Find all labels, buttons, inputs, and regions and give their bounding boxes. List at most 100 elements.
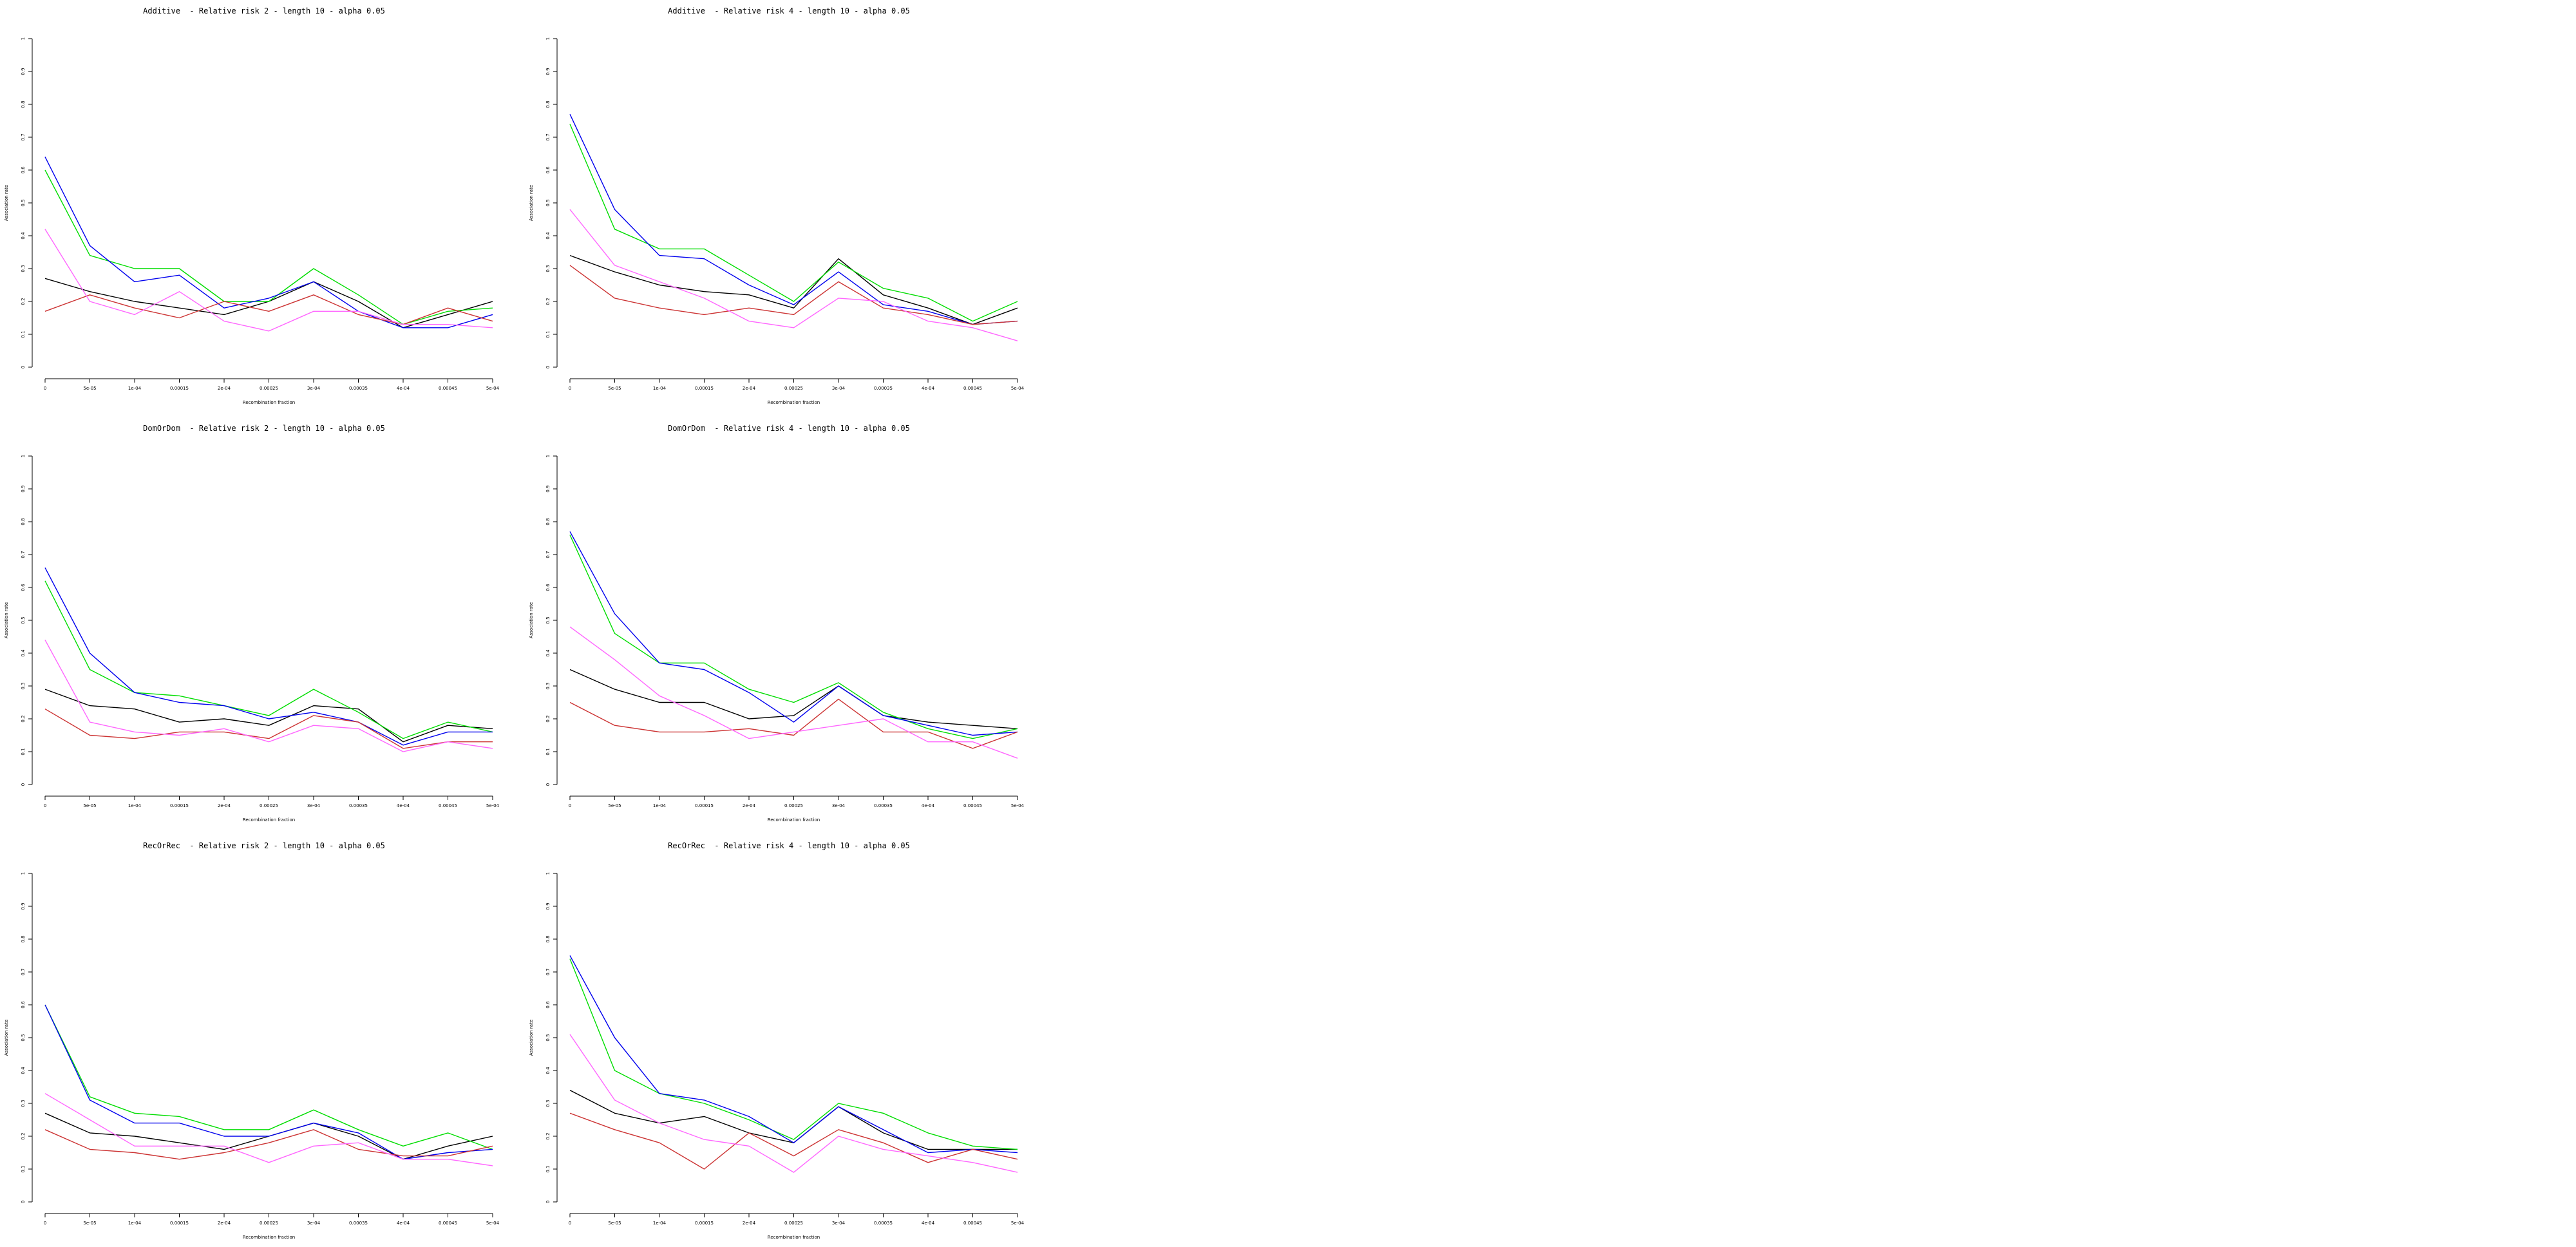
y-tick-label: 0.7: [21, 133, 26, 140]
x-tick-label: 0: [44, 803, 46, 808]
y-tick-label: 0.3: [21, 1099, 26, 1107]
y-axis-title: Association rate: [4, 1020, 9, 1056]
series-line-2: [569, 114, 1018, 325]
series-line-3: [569, 698, 1018, 749]
y-tick-label: 0.7: [21, 551, 26, 558]
y-tick-label: 0.7: [545, 133, 551, 140]
y-tick-label: 1: [21, 455, 26, 457]
x-tick-label: 5e-05: [608, 386, 621, 391]
series-line-3: [44, 294, 493, 325]
y-tick-label: 0.8: [21, 518, 26, 525]
series-line-1: [44, 580, 493, 739]
y-tick-label: 0.7: [545, 551, 551, 558]
y-tick-label: 0: [21, 783, 26, 786]
y-tick-label: 0: [21, 366, 26, 368]
chart-panel-domordom-rr4: DomOrDom - Relative risk 4 - length 10 -…: [525, 417, 1040, 830]
x-tick-label: 0.00035: [874, 803, 893, 808]
series-line-4: [44, 229, 493, 332]
x-tick-label: 4e-04: [922, 803, 935, 808]
y-tick-label: 0.4: [21, 649, 26, 657]
x-tick-label: 1e-04: [653, 803, 667, 808]
y-tick-label: 1: [545, 37, 551, 40]
chart-panel-recorrec-rr2: RecOrRec - Relative risk 2 - length 10 -…: [0, 835, 515, 1247]
y-tick-label: 0.6: [545, 1001, 551, 1009]
y-tick-label: 0.6: [545, 584, 551, 591]
x-tick-label: 5e-05: [83, 386, 96, 391]
x-tick-label: 0.00035: [349, 1221, 368, 1226]
y-tick-label: 0.6: [21, 166, 26, 174]
y-tick-label: 0.2: [21, 1132, 26, 1139]
x-tick-label: 0: [569, 803, 571, 808]
x-tick-label: 0.00045: [963, 803, 982, 808]
x-tick-label: 0: [569, 1221, 571, 1226]
chart-panel-domordom-rr2: DomOrDom - Relative risk 2 - length 10 -…: [0, 417, 515, 830]
chart-plot: 0 5e-05 1e-04 0.00015 2e-04 0.00025 3e-04 0.000…: [4, 37, 500, 405]
series-line-0: [44, 278, 493, 328]
series-line-4: [44, 640, 493, 752]
series-line-3: [569, 1112, 1018, 1170]
y-tick-label: 0.1: [21, 1165, 26, 1172]
y-tick-label: 0.5: [21, 616, 26, 624]
x-tick-label: 0.00025: [784, 1221, 803, 1226]
y-tick-label: 0: [545, 366, 551, 368]
series-line-2: [44, 567, 493, 746]
x-tick-label: 3e-04: [832, 1221, 846, 1226]
y-tick-label: 0.8: [545, 518, 551, 525]
x-tick-label: 4e-04: [397, 386, 410, 391]
y-tick-label: 0.3: [21, 265, 26, 272]
y-tick-label: 0.1: [21, 330, 26, 338]
x-tick-label: 0.00045: [439, 803, 457, 808]
y-tick-label: 0: [545, 1201, 551, 1203]
series-line-3: [44, 1129, 493, 1160]
series-line-0: [569, 669, 1018, 729]
y-tick-label: 0.5: [21, 1034, 26, 1041]
x-tick-label: 0.00045: [439, 386, 457, 391]
x-axis-title: Recombination fraction: [768, 817, 820, 823]
y-tick-label: 0.8: [21, 100, 26, 108]
x-tick-label: 4e-04: [397, 1221, 410, 1226]
x-tick-label: 3e-04: [832, 803, 846, 808]
y-tick-label: 0.2: [545, 1132, 551, 1139]
x-tick-label: 0: [44, 1221, 46, 1226]
y-tick-label: 0.9: [21, 485, 26, 492]
series-line-3: [44, 709, 493, 749]
chart-plot: 0 5e-05 1e-04 0.00015 2e-04 0.00025 3e-04 0.000…: [529, 872, 1025, 1240]
x-tick-label: 0.00035: [349, 386, 368, 391]
x-tick-label: 2e-04: [743, 803, 756, 808]
x-tick-label: 5e-05: [83, 803, 96, 808]
y-tick-label: 0.1: [545, 330, 551, 338]
y-axis-title: Association rate: [529, 1020, 534, 1056]
series-line-1: [569, 958, 1018, 1150]
series-line-0: [44, 689, 493, 743]
x-tick-label: 1e-04: [128, 386, 142, 391]
chart-plot: 0 5e-05 1e-04 0.00015 2e-04 0.00025 3e-04 0.000…: [4, 872, 500, 1240]
y-tick-label: 0.1: [545, 1165, 551, 1172]
x-tick-label: 0.00045: [439, 1221, 457, 1226]
x-tick-label: 1e-04: [128, 1221, 142, 1226]
chart-title: RecOrRec - Relative risk 4 - length 10 -…: [668, 841, 910, 850]
y-tick-label: 0.1: [545, 748, 551, 755]
y-tick-label: 0.4: [21, 1067, 26, 1074]
x-axis-title: Recombination fraction: [243, 817, 295, 823]
y-tick-label: 0.4: [545, 1067, 551, 1074]
x-tick-label: 0.00025: [784, 386, 803, 391]
series-line-1: [44, 1004, 493, 1150]
series-line-2: [44, 157, 493, 328]
x-axis-title: Recombination fraction: [768, 1235, 820, 1240]
x-tick-label: 2e-04: [218, 1221, 231, 1226]
x-tick-label: 0.00035: [874, 1221, 893, 1226]
y-tick-label: 0.5: [545, 616, 551, 624]
x-tick-label: 0.00015: [170, 386, 189, 391]
x-tick-label: 0.00025: [260, 803, 278, 808]
x-tick-label: 0.00015: [170, 1221, 189, 1226]
series-line-4: [569, 209, 1018, 341]
y-tick-label: 0.9: [21, 68, 26, 75]
y-tick-label: 0.9: [545, 485, 551, 492]
x-tick-label: 1e-04: [653, 386, 667, 391]
x-tick-label: 0.00015: [170, 803, 189, 808]
series-line-1: [569, 535, 1018, 739]
x-tick-label: 1e-04: [128, 803, 142, 808]
chart-title: Additive - Relative risk 2 - length 10 -…: [143, 6, 385, 15]
x-tick-label: 3e-04: [832, 386, 846, 391]
y-tick-label: 0.3: [545, 1099, 551, 1107]
